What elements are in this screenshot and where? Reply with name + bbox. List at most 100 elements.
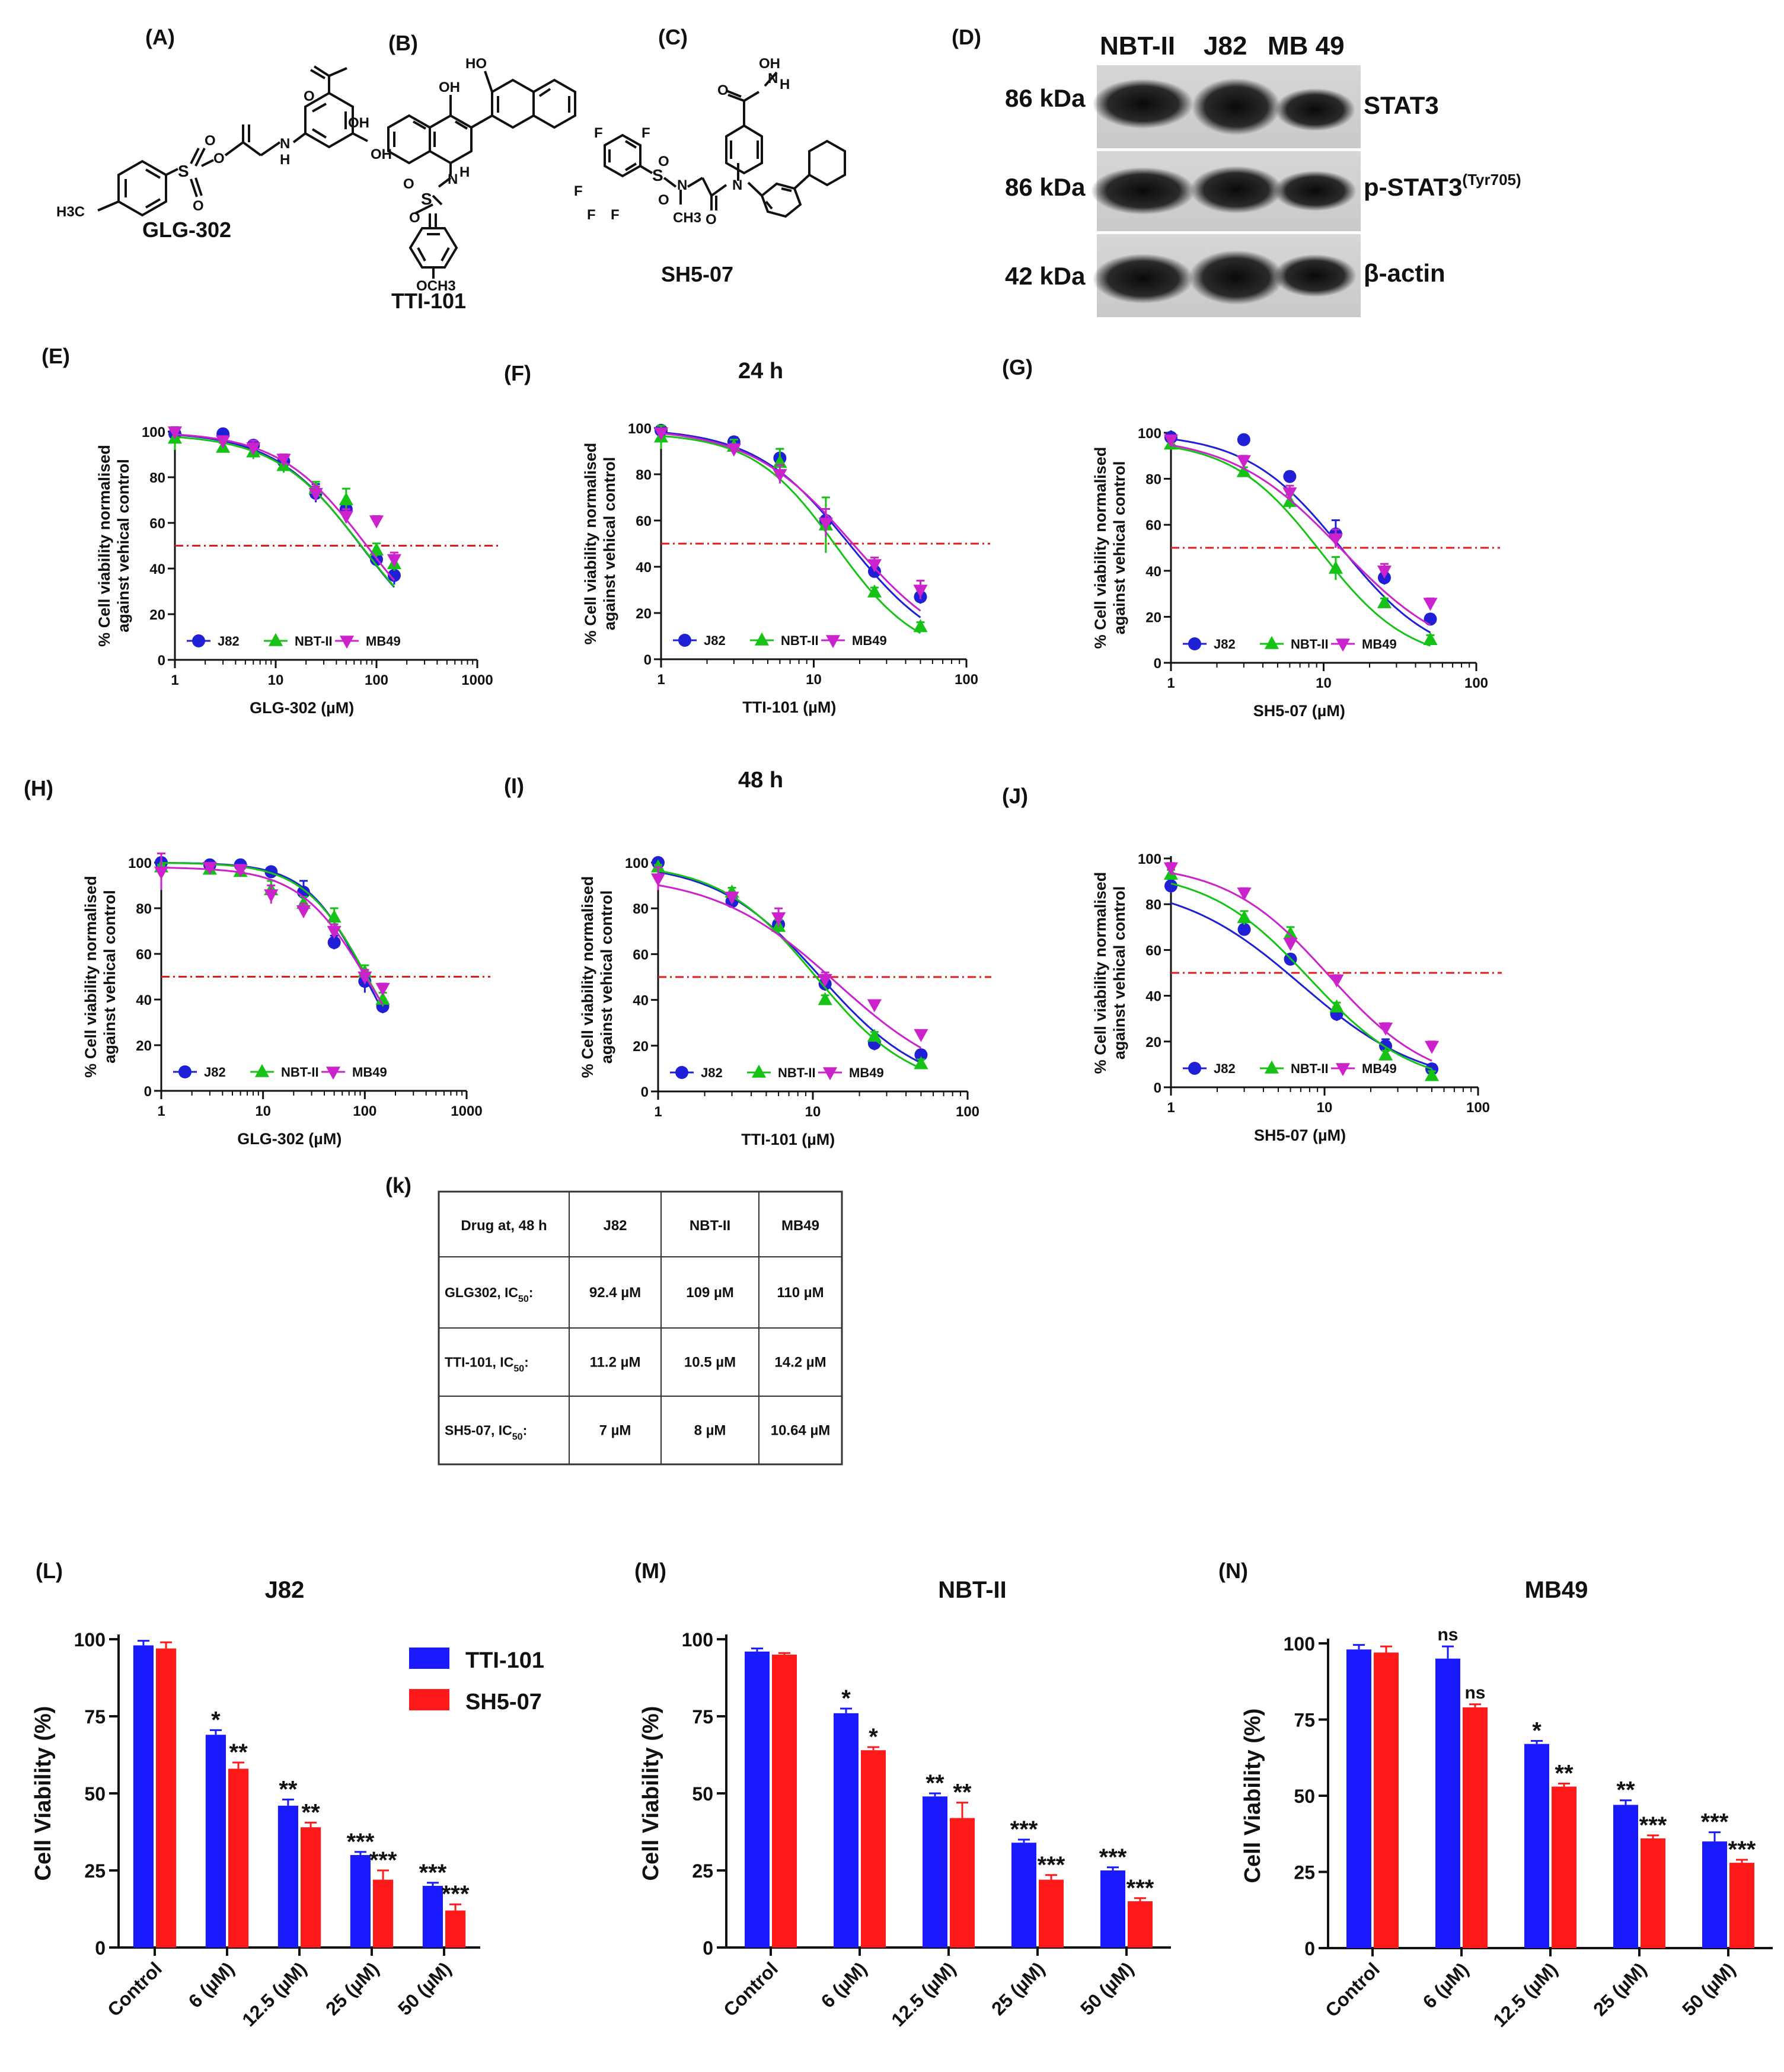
svg-text:OH: OH [439,79,460,95]
data-point [867,584,882,598]
panel-label: (M) [634,1559,666,1583]
legend-label: J82 [204,1065,226,1080]
y-axis-label: % Cell viability normalisedagainst vehic… [82,876,119,1078]
colon: : [529,1285,534,1300]
table-value-cell: 10.5 µM [684,1355,736,1371]
bar [772,1655,797,1948]
panel-label: (N) [1218,1559,1248,1583]
y-tick-label: 0 [644,652,652,668]
y-axis-label: % Cell viability normalisedagainst vehic… [1092,872,1128,1074]
y-tick-label: 100 [128,855,152,871]
data-point [1335,1063,1351,1077]
structure-sh507: (C) [604,25,846,218]
significance-label: * [1532,1717,1542,1744]
x-tick-label: 1 [1167,675,1175,691]
data-point [1188,637,1201,650]
svg-text:H: H [459,164,470,180]
data-point [358,971,372,985]
x-tick-label: 12.5 (µM) [238,1958,311,2031]
y-tick-label: 60 [149,516,165,532]
svg-text:O: O [706,212,717,228]
y-tick-label: 40 [1145,564,1161,580]
x-tick-label: 1000 [451,1103,482,1119]
x-tick-label: 1 [157,1103,165,1119]
svg-text:N: N [732,177,742,193]
data-point [1188,1062,1201,1075]
y-tick-label: 0 [1304,1938,1315,1959]
structure-tti101: (B) [387,31,576,279]
blot-protein: β-actin [1364,259,1445,287]
x-tick-label: 50 (µM) [1678,1958,1740,2020]
data-point [1329,999,1344,1013]
data-point [202,861,218,875]
panel-label-c: (C) [658,25,688,49]
svg-text:HO: HO [465,56,487,72]
table-header: Drug at, 48 h [461,1218,547,1234]
y-tick-label: 0 [1154,656,1161,672]
bar [133,1645,154,1948]
bar [1435,1658,1460,1948]
legend-label: MB49 [366,634,401,649]
significance-label: ** [229,1739,248,1765]
svg-text:OH: OH [759,56,780,72]
y-tick-label: 60 [136,947,152,963]
data-point [268,633,283,646]
data-point [327,936,341,949]
table-drug-cell: GLG302, IC50: [445,1285,533,1304]
y-tick-label: 80 [1145,897,1161,913]
x-tick-label: 100 [365,672,388,688]
table-value-cell: 109 µM [686,1285,734,1301]
legend-label: MB49 [1362,637,1397,652]
data-point [867,1029,882,1042]
dose-response-chart-j: (J) 0 20 40 60 80 100 1 10 100 SH5-07 (µM) % Cell v… [1002,784,1502,1144]
bar-chart-nbtii: (M) NBT-II 0 25 50 75 100 Cell Viability (%) Con… [634,1559,1171,2031]
fit-curve [660,432,921,612]
svg-text:O: O [193,198,204,214]
data-point [818,518,833,531]
data-point [653,427,669,440]
bar [228,1768,249,1948]
data-point [1378,1047,1393,1061]
data-point [233,864,248,877]
data-point [369,515,384,529]
fit-curve [1170,444,1431,626]
x-tick-label: 100 [1464,675,1488,691]
svg-text:H3C: H3C [56,204,85,220]
y-tick-label: 0 [158,653,165,669]
svg-text:CH3: CH3 [673,210,701,226]
data-point [1329,974,1344,988]
lane-label: J82 [1204,31,1247,60]
x-tick-label: Control [1321,1958,1384,2021]
svg-text:O: O [403,176,414,192]
data-point [1378,1022,1393,1036]
data-point [178,1065,192,1078]
x-tick-label: 50 (µM) [1076,1958,1138,2019]
table-header: MB49 [781,1218,819,1234]
x-tick-label: Control [719,1958,782,2020]
significance-label: *** [1639,1812,1667,1838]
y-tick-label: 40 [1145,989,1161,1005]
data-point [264,889,279,903]
x-tick-label: 10 [255,1103,271,1119]
svg-text:N: N [280,136,290,152]
legend-label: NBT-II [295,634,333,649]
svg-text:O: O [409,210,420,226]
y-tick-label: 0 [95,1937,106,1959]
blot-kda: 42 kDa [1005,262,1086,290]
legend-label: J82 [704,633,726,648]
data-point [246,442,261,456]
compound-name-sh507: SH5-07 [661,262,733,286]
significance-label: *** [1010,1816,1038,1843]
bar [745,1651,770,1948]
x-axis-label: SH5-07 (µM) [1253,702,1345,720]
svg-text:F: F [642,125,650,141]
y-tick-label: 100 [682,1629,713,1650]
data-point [1424,612,1437,626]
x-tick-label: 100 [1466,1100,1490,1116]
data-point [325,1067,341,1080]
bar [1641,1838,1665,1948]
data-point [308,488,323,502]
dose-response-chart-h: (H) 0 20 40 60 80 100 1 10 100 1000 GLG-302 (µM) % C… [24,776,490,1148]
drug-name: SH5-07, IC [445,1423,512,1438]
y-tick-label: 60 [633,947,649,963]
